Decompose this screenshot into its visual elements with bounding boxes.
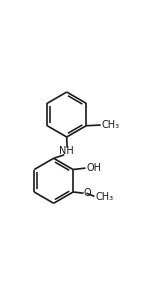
Text: CH₃: CH₃ [101,120,119,130]
Text: OH: OH [86,163,101,173]
Text: NH: NH [59,146,73,156]
Text: CH₃: CH₃ [95,192,113,202]
Text: O: O [84,188,92,198]
